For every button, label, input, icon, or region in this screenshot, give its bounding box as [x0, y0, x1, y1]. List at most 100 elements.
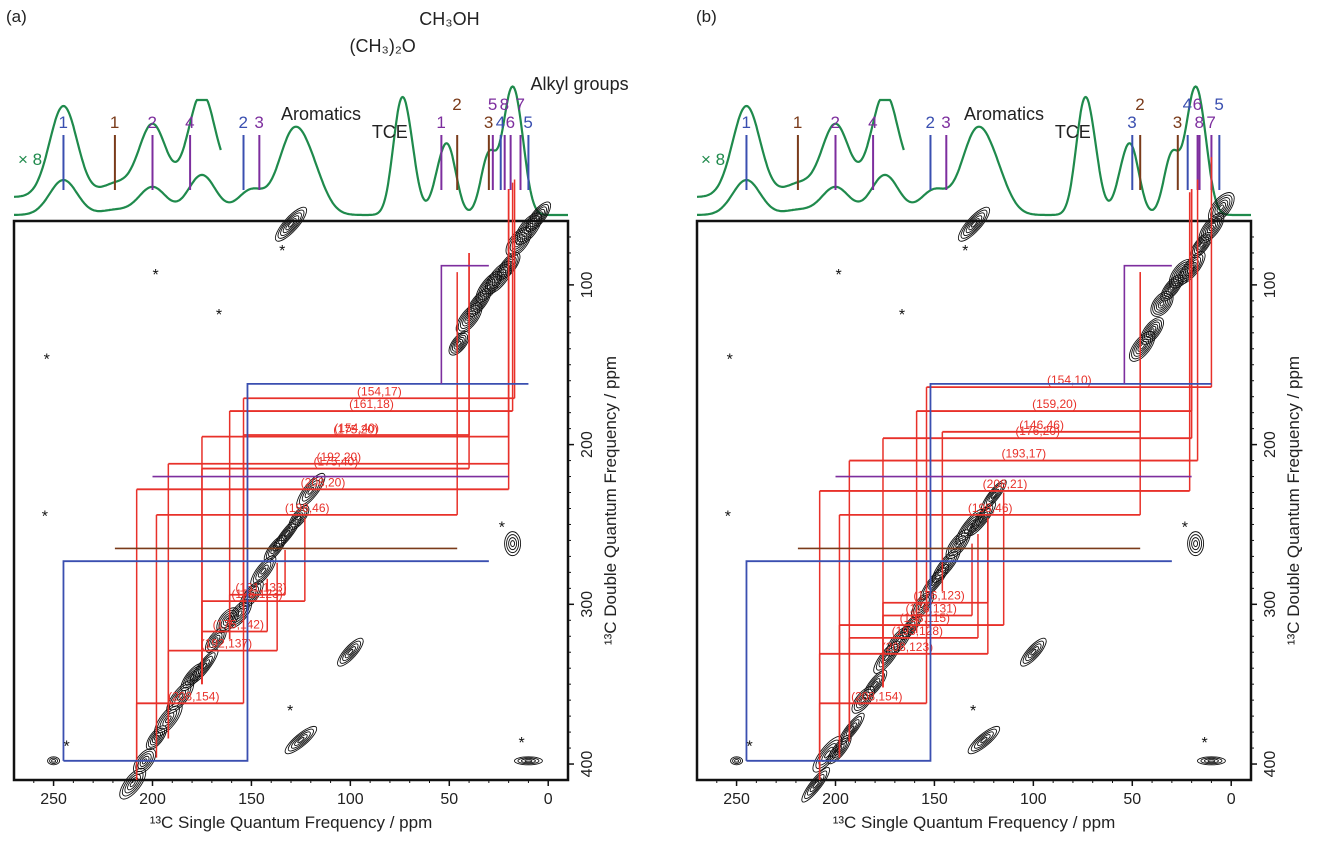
- y-tick-label: 100: [1262, 271, 1279, 298]
- correlation-label: (193,17): [1001, 447, 1046, 461]
- contour-line: [1197, 240, 1206, 250]
- sideband-star: *: [216, 307, 222, 324]
- group-label: (CH₃)₂O: [350, 36, 416, 56]
- contour-line: [1167, 283, 1177, 293]
- contour-line: [970, 504, 994, 533]
- contour-line: [265, 537, 285, 560]
- contour-line: [277, 209, 305, 239]
- correlation-label: (208,21): [983, 477, 1028, 491]
- peak-marker-label: 5: [1214, 95, 1223, 114]
- correlation-label: (193,128): [892, 624, 943, 638]
- contour-line: [517, 757, 540, 765]
- contour-line: [285, 218, 297, 231]
- contour-line: [211, 634, 221, 646]
- peak-marker-label: 5: [523, 113, 532, 132]
- contour-line: [973, 731, 994, 749]
- group-label: Aromatics: [281, 104, 361, 124]
- panel-a: (a)× 81 1 2 4 2 3 123548675AromaticsTCE(CH₃)₂O…: [6, 7, 629, 832]
- contour-line: [1189, 534, 1203, 554]
- contour-line: [127, 777, 139, 791]
- peak-marker-label: 4: [496, 113, 505, 132]
- contour-line: [294, 512, 304, 523]
- x-tick-label: 100: [337, 791, 364, 808]
- correlation-label: (146,46): [1019, 418, 1064, 432]
- group-label: TCE: [1055, 122, 1091, 142]
- peak-marker-label: 3: [1127, 113, 1136, 132]
- peak-marker-label: 2: [148, 113, 157, 132]
- peak-marker-label: 1: [793, 113, 802, 132]
- contour-line: [862, 669, 888, 700]
- contour-line: [1147, 326, 1157, 336]
- contour-line: [236, 610, 243, 617]
- peak-marker-label: 3: [254, 113, 263, 132]
- contour-line: [524, 759, 533, 763]
- contour-line: [339, 640, 362, 664]
- contour-line: [1206, 222, 1217, 234]
- contour-line: [506, 263, 512, 269]
- contour-line: [283, 529, 291, 538]
- correlation-label: (198,115): [900, 611, 950, 625]
- contour-line: [801, 767, 831, 803]
- contour-line: [1196, 756, 1226, 766]
- contour-line: [1207, 759, 1216, 763]
- contour-line: [1207, 192, 1235, 223]
- peak-marker-label: 2: [925, 113, 934, 132]
- correlation-label: (176,123): [913, 589, 964, 603]
- correlation-label: (208,123): [882, 640, 933, 654]
- contour-line: [124, 773, 141, 794]
- contour-line: [484, 261, 513, 295]
- contour-line: [806, 773, 825, 796]
- contour-line: [840, 716, 863, 743]
- contour-line: [502, 258, 515, 273]
- contour-line: [177, 693, 184, 701]
- contour-line: [527, 203, 549, 230]
- correlations: (154,17)(161,18) (175,20)(154,40) (175,40)…: [62, 179, 529, 780]
- peak-marker-label: 6: [1193, 95, 1202, 114]
- contour-line: [192, 652, 216, 682]
- peak-marker-label: 2: [831, 113, 840, 132]
- contour-line: [1155, 297, 1168, 311]
- contour-line: [960, 209, 988, 239]
- contour-line: [1149, 328, 1155, 334]
- contour-line: [508, 537, 518, 551]
- contour-line: [1208, 225, 1214, 232]
- correlation-label: (161,18): [349, 397, 394, 411]
- sideband-star: *: [42, 508, 48, 525]
- contour-line: [985, 485, 1002, 506]
- contour-line: [990, 491, 997, 499]
- contour-line: [464, 312, 474, 324]
- x-axis: 250 200 150 100 50 0 ¹³C Single Quantum Freque…: [716, 780, 1236, 832]
- contour-line: [1182, 256, 1202, 280]
- contour-line: [804, 770, 828, 800]
- correlation-label: (208,20): [301, 475, 346, 489]
- contour-line: [274, 206, 308, 242]
- contour-line: [515, 239, 522, 245]
- contour-line: [218, 609, 237, 631]
- contour-line: [968, 218, 980, 231]
- contour-line: [278, 522, 296, 545]
- contour-line: [213, 637, 219, 644]
- contour-line: [159, 708, 178, 730]
- contour-line: [510, 540, 516, 548]
- sideband-star: *: [499, 519, 505, 536]
- contour-line: [479, 276, 498, 298]
- contour-line: [856, 691, 871, 709]
- peak-marker-label: 1: [741, 113, 750, 132]
- contour-line: [973, 508, 991, 530]
- correlation-label: (175,20): [333, 423, 378, 437]
- contour-line: [347, 648, 354, 656]
- contour-line: [1157, 299, 1167, 309]
- contour-line: [282, 215, 300, 234]
- contour-line: [189, 648, 219, 685]
- contour-line: [1218, 204, 1224, 211]
- sideband-star: *: [727, 352, 733, 369]
- blue-connector: [745, 560, 1172, 761]
- contour-line: [1214, 199, 1229, 216]
- contour-line: [1200, 757, 1223, 765]
- peak-marker-label: 1: [58, 113, 67, 132]
- top-spectrum: × 8: [14, 85, 568, 217]
- correlation-label: (192,20): [316, 450, 361, 464]
- contour-line: [448, 330, 470, 356]
